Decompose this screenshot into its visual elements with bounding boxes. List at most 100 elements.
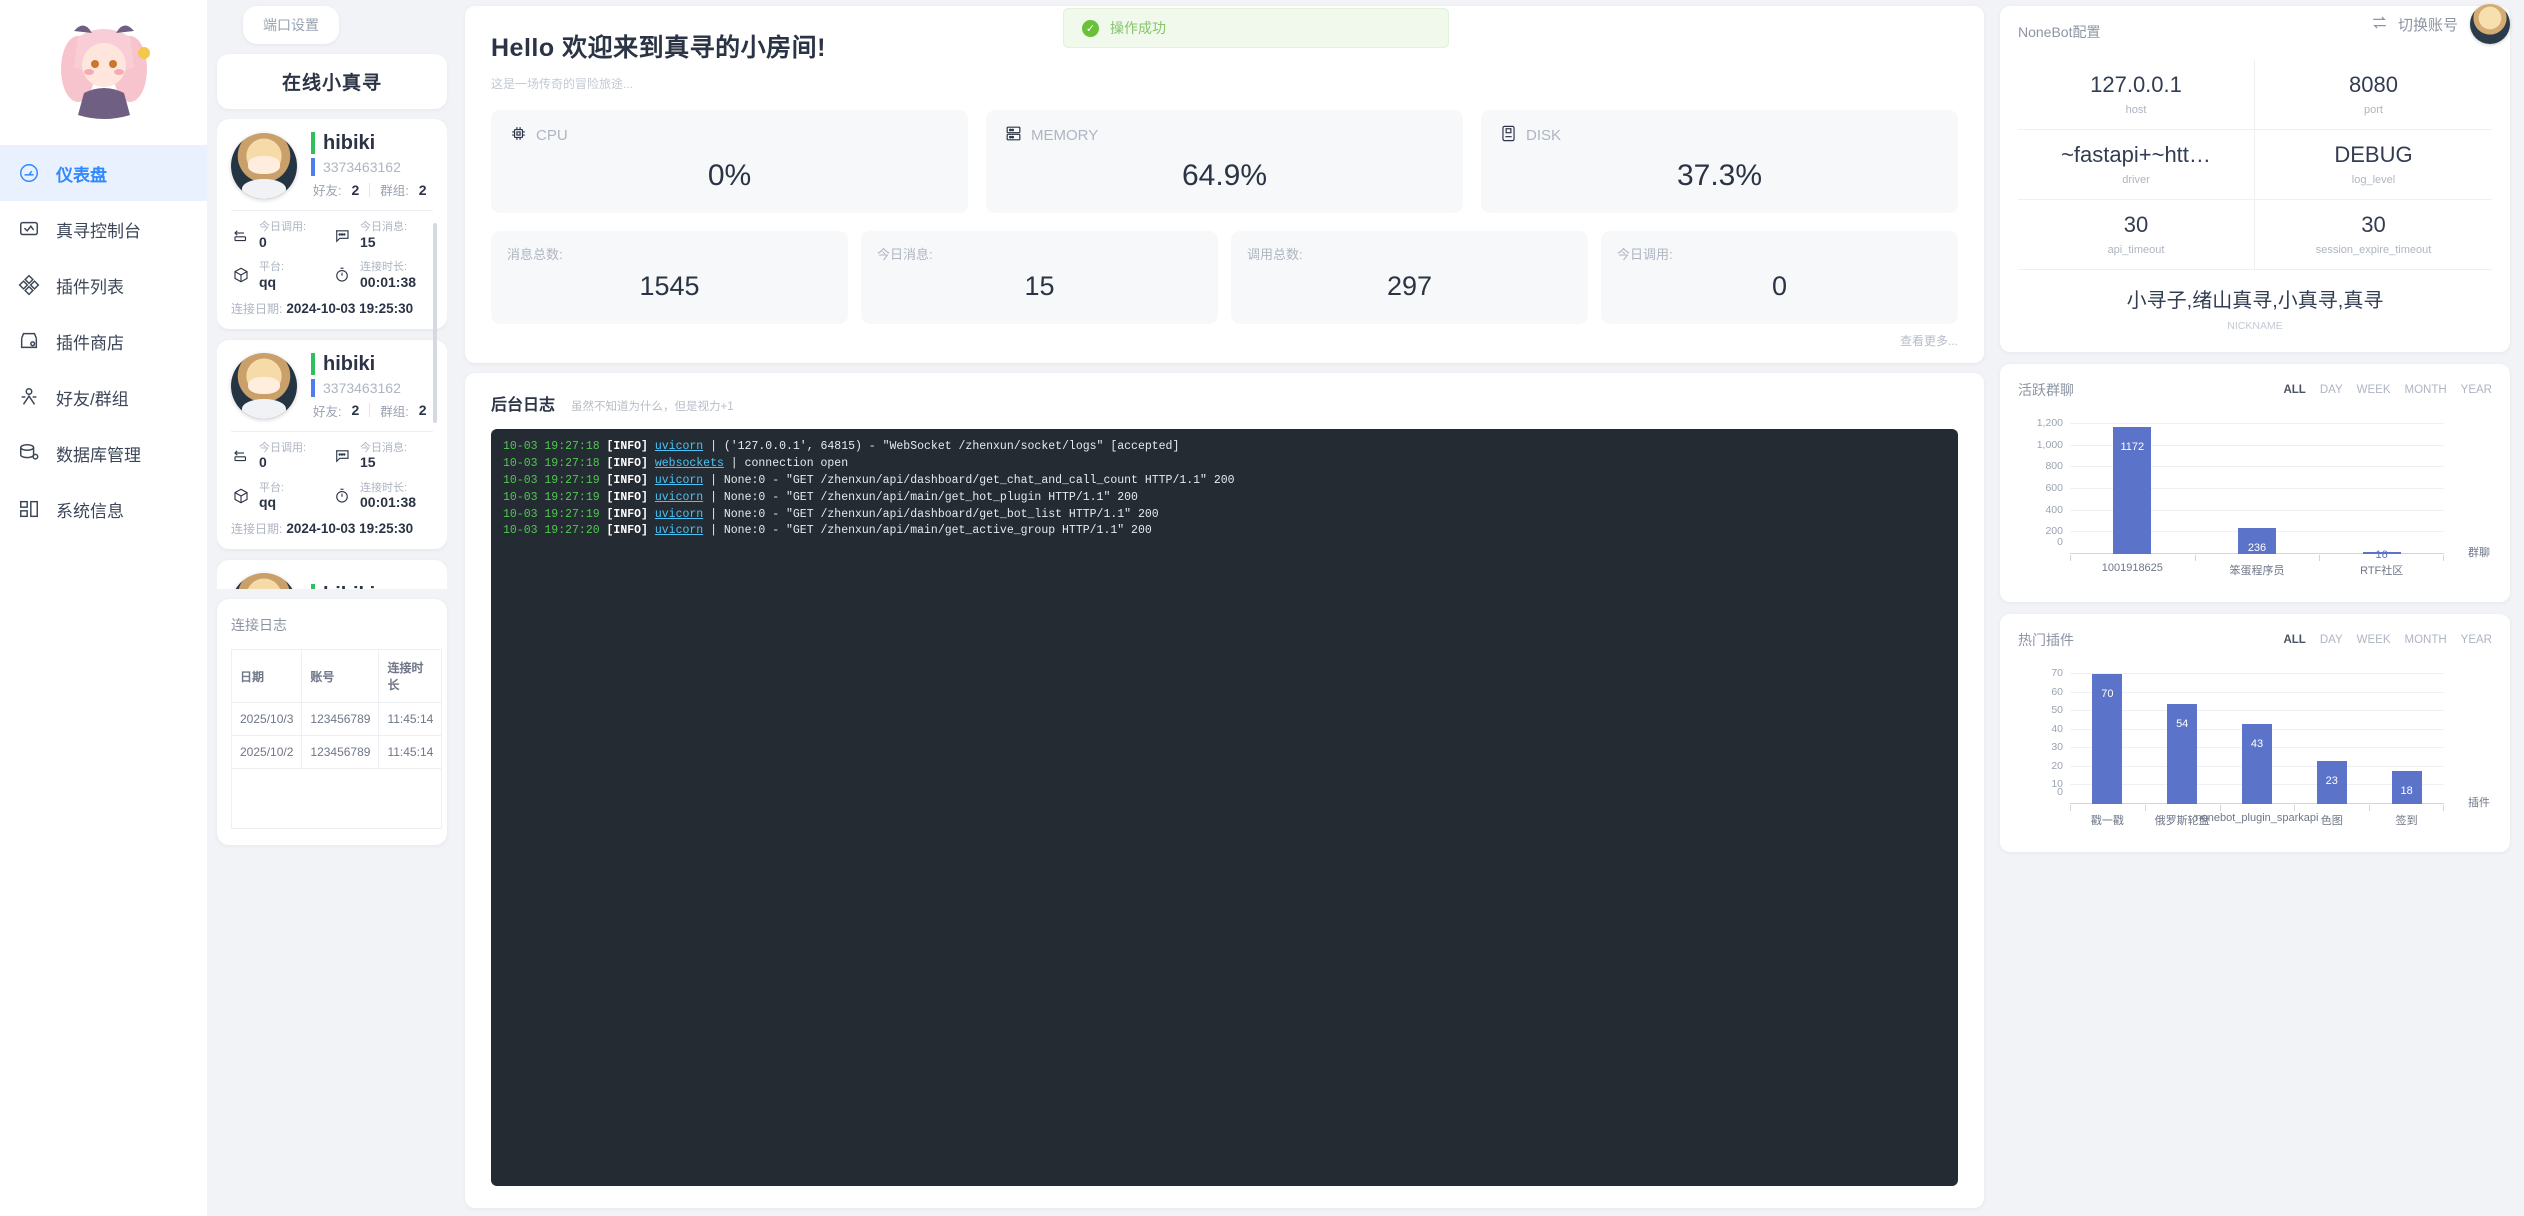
groups-label: 群组:	[380, 184, 409, 199]
sidebar-item-dashboard[interactable]: 仪表盘	[0, 145, 207, 201]
config-cell-session-expire-timeout: 30 session_expire_timeout	[2255, 200, 2492, 270]
bar-slot: 43 nonebot_plugin_sparkapi	[2196, 674, 2318, 824]
range-tab-week[interactable]: WEEK	[2356, 634, 2391, 646]
cell-date: 2025/10/2	[230, 735, 303, 769]
bot-card-header: hibiki 3373463162 好友: 2 群组: 2	[231, 352, 433, 420]
cell-duration: 11:45:14	[378, 702, 443, 736]
range-tab-month[interactable]: MONTH	[2404, 384, 2447, 396]
sidebar-item-plugin-list[interactable]: 插件列表	[0, 257, 207, 313]
config-value: 30	[2123, 212, 2149, 237]
bot-stat-platform: 平台: qq	[231, 261, 332, 290]
range-tab-week[interactable]: WEEK	[2356, 384, 2391, 396]
stat-value: 15	[360, 233, 376, 250]
zhenxun-logo-art	[60, 24, 150, 119]
zhenxun-logo	[0, 0, 207, 145]
sidebar-item-friends-groups[interactable]: 好友/群组	[0, 369, 207, 425]
table-row[interactable]: 2025/10/2 123456789 11:45:14	[230, 735, 443, 769]
log-module: uvicorn	[654, 524, 704, 538]
chart-plot-area: 1,200 1,000 800 600 400 200 0 1172 10019…	[2037, 417, 2445, 577]
right-column: NoneBot配置 127.0.0.1 host 8080 port ~fast…	[1994, 0, 2524, 1216]
bar[interactable]: 23	[2316, 761, 2347, 804]
config-value: 127.0.0.1	[2090, 72, 2182, 97]
stat-value: 0	[259, 454, 267, 471]
stat-card-disk: DISK 37.3%	[1481, 110, 1958, 213]
x-tick-label: 俄罗斯轮盘	[2154, 815, 2210, 827]
stat-label: 平台:	[259, 481, 285, 494]
config-value: 小寻子,绪山真寻,小真寻,真寻	[2126, 290, 2384, 312]
hot-plugins-panel: 热门插件 ALL DAY WEEK MONTH YEAR 70 60 50 40…	[2000, 614, 2510, 852]
bot-card-list[interactable]: hibiki 3373463162 好友: 2 群组: 2	[217, 119, 447, 589]
nonebot-config-grid: 127.0.0.1 host 8080 port ~fastapi+~htt… …	[2018, 60, 2492, 270]
count-stats-row: 消息总数: 1545 今日消息: 15 调用总数: 297 今日调用: 0	[465, 217, 1984, 324]
y-tick-label: 1,000	[2036, 438, 2063, 451]
bar[interactable]: 236	[2238, 528, 2276, 554]
bot-connect-date: 连接日期: 2024-10-03 19:25:30	[231, 520, 433, 537]
x-axis-label: 群聊	[2468, 547, 2490, 559]
bar[interactable]: 54	[2167, 703, 2198, 804]
log-level: [INFO]	[606, 490, 648, 504]
range-tab-all[interactable]: ALL	[2283, 634, 2306, 646]
bar[interactable]: 70	[2092, 674, 2123, 804]
empty-cell	[230, 768, 443, 829]
range-tab-day[interactable]: DAY	[2319, 384, 2343, 396]
bar[interactable]: 16	[2362, 549, 2401, 561]
range-tab-month[interactable]: MONTH	[2404, 634, 2447, 646]
resource-stats-row: CPU 0% MEMORY 64.9% DISK 37.3	[465, 110, 1984, 217]
user-avatar[interactable]	[2470, 4, 2510, 44]
stat-label: 平台:	[259, 260, 285, 273]
sidebar-item-plugin-store[interactable]: 插件商店	[0, 313, 207, 369]
stat-value: 1545	[639, 271, 700, 301]
column-header-date: 日期	[230, 649, 303, 703]
range-tab-year[interactable]: YEAR	[2460, 384, 2492, 396]
cube-icon	[231, 486, 251, 506]
port-settings-button[interactable]: 端口设置	[243, 6, 339, 44]
range-tab-day[interactable]: DAY	[2319, 634, 2343, 646]
stat-label: 今日消息:	[360, 441, 408, 454]
range-tab-all[interactable]: ALL	[2283, 384, 2306, 396]
table-row[interactable]: 2025/10/3 123456789 11:45:14	[230, 702, 443, 736]
bot-stats-grid: 今日调用: 0 今日消息: 15 平台:	[231, 221, 433, 290]
stat-value: qq	[259, 273, 277, 290]
sidebar: 仪表盘 真寻控制台 插件列表 插件商店	[0, 0, 207, 1216]
bot-list-scrollbar[interactable]	[433, 223, 437, 423]
bot-card[interactable]: hibiki 3373463162 好友: 2 群组: 2	[217, 339, 447, 550]
check-circle-icon: ✓	[1082, 19, 1099, 37]
active-groups-panel: 活跃群聊 ALL DAY WEEK MONTH YEAR 1,200 1,000…	[2000, 364, 2510, 602]
bot-name: hibiki	[311, 584, 401, 589]
nonebot-config-panel: NoneBot配置 127.0.0.1 host 8080 port ~fast…	[2000, 6, 2510, 352]
config-cell-api-timeout: 30 api_timeout	[2018, 200, 2255, 270]
bar[interactable]: 1172	[2113, 427, 2152, 554]
log-terminal[interactable]: 10-03 19:27:18 [INFO] uvicorn | ('127.0.…	[491, 429, 1958, 1186]
connection-log-table: 日期 账号 连接时长 2025/10/3 123456789 11:45:14 …	[230, 649, 443, 829]
switch-account-button[interactable]: 切换账号	[2370, 13, 2458, 36]
bot-card[interactable]: hibiki 3373463162	[217, 560, 447, 589]
stat-value: 0%	[707, 159, 752, 192]
stat-label: DISK	[1526, 127, 1562, 144]
stat-card-total-messages: 消息总数: 1545	[491, 231, 848, 324]
bot-card-header: hibiki 3373463162	[231, 573, 433, 589]
stopwatch-icon	[332, 265, 352, 285]
bar-data-label: 43	[2250, 738, 2264, 751]
stat-value: 15	[1024, 271, 1055, 301]
sidebar-item-database[interactable]: 数据库管理	[0, 425, 207, 481]
hot-plugins-chart: 70 60 50 40 30 20 10 0 70 戳一戳	[2018, 666, 2492, 836]
log-module: uvicorn	[654, 473, 704, 487]
config-cell-host: 127.0.0.1 host	[2018, 60, 2255, 130]
config-cell-nickname: 小寻子,绪山真寻,小真寻,真寻 NICKNAME	[2018, 270, 2492, 336]
bot-card[interactable]: hibiki 3373463162 好友: 2 群组: 2	[217, 119, 447, 329]
bot-id: 3373463162	[311, 378, 427, 397]
sidebar-item-system-info[interactable]: 系统信息	[0, 481, 207, 537]
stat-value: qq	[259, 494, 277, 511]
stat-value: 64.9%	[1181, 159, 1268, 192]
log-time: 10-03 19:27:19	[503, 507, 600, 521]
switch-account-label: 切换账号	[2397, 16, 2458, 34]
bar[interactable]: 18	[2391, 770, 2422, 804]
log-time: 10-03 19:27:18	[503, 440, 600, 453]
sidebar-item-label: 数据库管理	[56, 445, 141, 465]
range-tab-year[interactable]: YEAR	[2460, 634, 2492, 646]
see-more-link[interactable]: 查看更多...	[1899, 334, 1958, 348]
log-time: 10-03 19:27:20	[503, 524, 600, 538]
log-level: [INFO]	[606, 524, 648, 538]
bar[interactable]: 43	[2241, 724, 2272, 804]
sidebar-item-console[interactable]: 真寻控制台	[0, 201, 207, 257]
